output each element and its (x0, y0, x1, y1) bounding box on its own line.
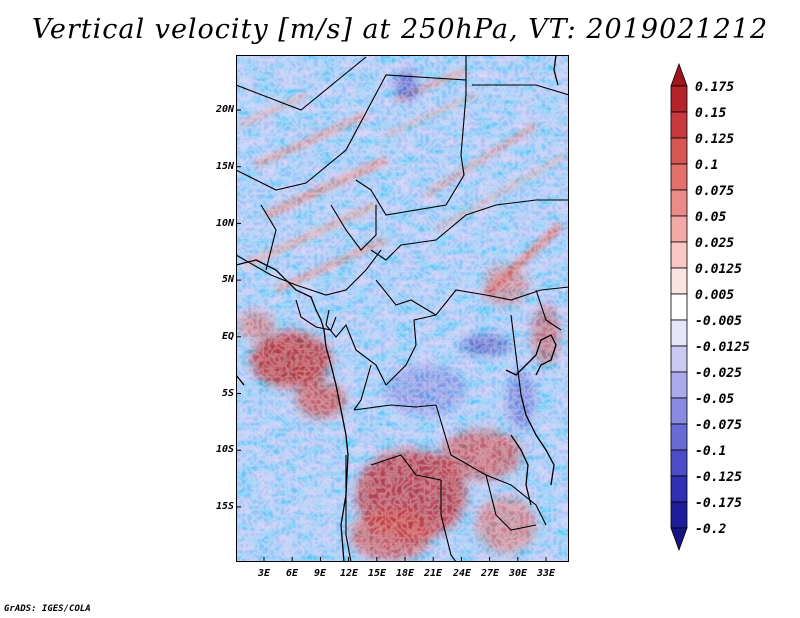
colorbar-swatch (670, 267, 688, 295)
colorbar-swatch (670, 215, 688, 243)
lon-label-3e: 3E (257, 568, 271, 579)
colorbar-swatch (670, 319, 688, 347)
colorbar-label: -0.175 (695, 496, 742, 511)
lon-label-24e: 24E (452, 568, 472, 579)
colorbar-swatch (670, 189, 688, 217)
colorbar-swatch (670, 85, 688, 113)
colorbar-label: -0.025 (695, 366, 742, 381)
colorbar-label: 0.075 (695, 184, 735, 199)
lat-label-15s: 15S (215, 501, 234, 512)
lon-label-6e: 6E (285, 568, 299, 579)
speckle-texture (236, 55, 569, 562)
colorbar-label: 0.175 (695, 80, 735, 95)
colorbar-label: -0.2 (695, 522, 727, 537)
lon-label-21e: 21E (423, 568, 443, 579)
colorbar-swatch (670, 527, 688, 552)
colorbar-swatch (670, 475, 688, 503)
colorbar-swatch (670, 293, 688, 321)
lat-label-15n: 15N (215, 161, 234, 172)
lon-label-15e: 15E (367, 568, 387, 579)
colorbar-label: 0.025 (695, 236, 735, 251)
axis-ticks (236, 109, 547, 562)
colorbar-swatch (670, 371, 688, 399)
colorbar-label: 0.05 (695, 210, 727, 225)
colorbar-label: 0.1 (695, 158, 719, 173)
colorbar (670, 62, 688, 552)
colorbar-label: 0.0125 (695, 262, 742, 277)
map-title: Vertical velocity [m/s] at 250hPa, VT: 2… (31, 14, 769, 45)
lon-label-33e: 33E (536, 568, 556, 579)
colorbar-label: -0.0125 (695, 340, 750, 355)
colorbar-label: 0.005 (695, 288, 735, 303)
colorbar-swatch (670, 62, 688, 87)
lat-label-10n: 10N (215, 218, 234, 229)
map-frame (236, 55, 569, 562)
coastlines (236, 55, 559, 562)
colorbar-swatch (670, 423, 688, 451)
lon-label-27e: 27E (480, 568, 500, 579)
map-panel (236, 55, 569, 562)
colorbar-label: -0.1 (695, 444, 727, 459)
lon-label-30e: 30E (508, 568, 528, 579)
colorbar-label: 0.15 (695, 106, 727, 121)
colorbar-label: -0.05 (695, 392, 735, 407)
colorbar-label: -0.005 (695, 314, 742, 329)
lon-label-9e: 9E (313, 568, 327, 579)
lat-label-20n: 20N (215, 104, 234, 115)
country-borders (236, 55, 569, 562)
lon-label-18e: 18E (395, 568, 415, 579)
grads-credit: GrADS: IGES/COLA (4, 604, 91, 614)
colorbar-label: -0.125 (695, 470, 742, 485)
colorbar-swatch (670, 345, 688, 373)
colorbar-swatch (670, 397, 688, 425)
colorbar-swatch (670, 449, 688, 477)
colorbar-label: -0.075 (695, 418, 742, 433)
colorbar-swatch (670, 163, 688, 191)
colorbar-swatch (670, 501, 688, 529)
lat-label-5n: 5N (221, 274, 234, 285)
lon-label-12e: 12E (339, 568, 359, 579)
lat-label-eq: EQ (221, 331, 234, 342)
colorbar-label: 0.125 (695, 132, 735, 147)
colorbar-swatch (670, 111, 688, 139)
colorbar-swatch (670, 137, 688, 165)
colorbar-swatch (670, 241, 688, 269)
lat-label-10s: 10S (215, 444, 234, 455)
vertical-velocity-field (236, 55, 569, 562)
lat-label-5s: 5S (221, 388, 234, 399)
